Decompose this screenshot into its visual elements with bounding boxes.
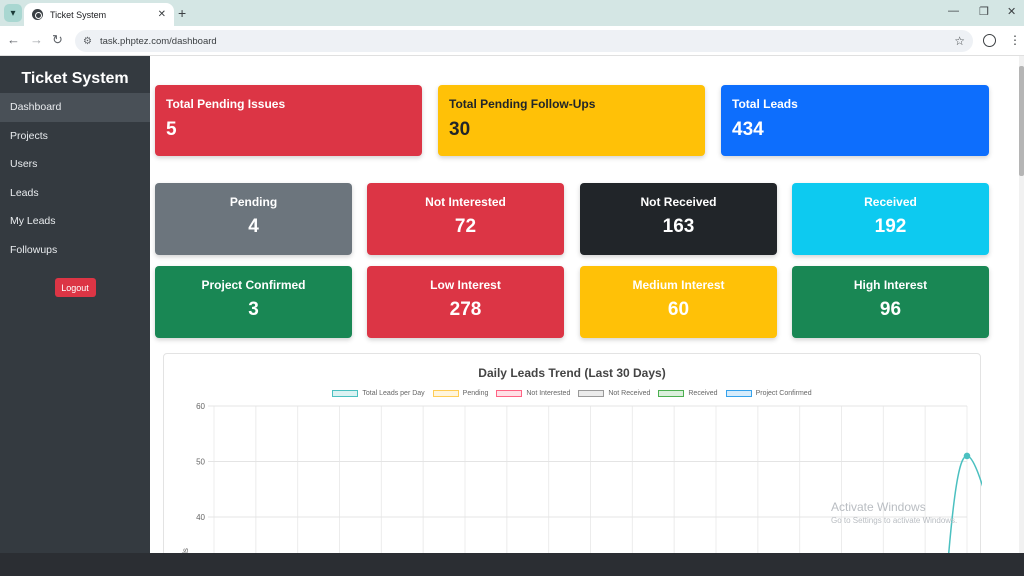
card-label: Medium Interest — [632, 278, 725, 292]
legend-item-received[interactable]: Received — [658, 390, 718, 397]
card-value: 192 — [874, 216, 907, 237]
legend-swatch — [658, 390, 685, 397]
browser-menu-icon[interactable]: ⋮ — [1009, 33, 1021, 47]
legend-item-project-confirmed[interactable]: Project Confirmed — [725, 390, 812, 397]
card-label: Pending — [229, 195, 278, 209]
card-value: 3 — [248, 299, 259, 320]
chart-title: Daily Leads Trend (Last 30 Days) — [478, 366, 666, 380]
legend-label: Project Confirmed — [755, 390, 812, 397]
watermark-line-2: Go to Settings to activate Windows. — [831, 516, 958, 525]
chart-legend: Total Leads per Day Pending Not Interest… — [164, 390, 980, 397]
brand-title: Ticket System — [21, 70, 129, 87]
minimize-icon[interactable]: — — [948, 5, 959, 17]
legend-swatch — [578, 390, 605, 397]
card-value: 278 — [449, 299, 482, 320]
legend-item-pending[interactable]: Pending — [432, 390, 489, 397]
card-value: 4 — [248, 216, 259, 237]
bookmark-star-icon[interactable]: ☆ — [954, 34, 965, 48]
card-label: Total Leads — [732, 97, 798, 111]
card-label: High Interest — [853, 278, 928, 292]
site-info-icon[interactable]: ⚙ — [83, 35, 92, 47]
page-scrollbar[interactable] — [1019, 56, 1024, 553]
sidebar-item-my-leads[interactable]: My Leads — [10, 215, 56, 228]
scrollbar-thumb[interactable] — [1019, 66, 1024, 176]
sidebar-menu: Dashboard Projects Users Leads My Leads … — [0, 93, 150, 264]
sidebar-item-users[interactable]: Users — [10, 158, 38, 171]
sidebar-item-projects[interactable]: Projects — [10, 129, 48, 142]
globe-icon — [32, 9, 43, 20]
card-label: Low Interest — [430, 278, 501, 292]
close-window-icon[interactable]: ✕ — [1007, 6, 1017, 18]
legend-swatch — [725, 390, 752, 397]
line-chart-plot: 60 50 40 Leads — [181, 402, 982, 553]
card-label: Total Pending Follow-Ups — [449, 97, 596, 111]
card-label: Received — [864, 195, 917, 209]
card-label: Total Pending Issues — [166, 97, 286, 111]
card-value: 72 — [454, 216, 477, 237]
browser-tab-bar: ▾ Ticket System ✕ + — ❐ ✕ — [0, 0, 1024, 26]
legend-label: Not Received — [608, 390, 651, 397]
card-value: 96 — [879, 299, 902, 320]
card-low-interest[interactable]: Low Interest 278 — [367, 266, 564, 338]
card-value: 163 — [662, 216, 695, 237]
card-not-received[interactable]: Not Received 163 — [580, 183, 777, 255]
card-total-leads[interactable]: Total Leads 434 — [721, 85, 989, 156]
card-not-interested[interactable]: Not Interested 72 — [367, 183, 564, 255]
card-value: 30 — [449, 119, 471, 140]
legend-swatch — [496, 390, 523, 397]
browser-tab[interactable]: Ticket System ✕ — [24, 3, 174, 26]
taskbar — [0, 553, 1024, 576]
legend-swatch — [332, 390, 359, 397]
browser-toolbar: ← → ↻ ⚙ task.phptez.com/dashboard ☆ ⋮ — [0, 26, 1024, 56]
legend-label: Pending — [462, 390, 489, 397]
legend-item-not-received[interactable]: Not Received — [578, 390, 650, 397]
sidebar-item-followups[interactable]: Followups — [10, 243, 58, 256]
card-project-confirmed[interactable]: Project Confirmed 3 — [155, 266, 352, 338]
reload-icon[interactable]: ↻ — [52, 32, 63, 47]
y-tick-label: 50 — [196, 458, 205, 467]
legend-item-total-leads[interactable]: Total Leads per Day — [332, 390, 425, 397]
profile-icon[interactable] — [983, 34, 996, 47]
sidebar-item-dashboard[interactable]: Dashboard — [0, 93, 150, 122]
tab-list-chevron-icon[interactable]: ▾ — [4, 4, 22, 22]
main-content: Total Pending Issues 5 Total Pending Fol… — [150, 56, 1019, 553]
card-total-pending-issues[interactable]: Total Pending Issues 5 — [155, 85, 422, 156]
legend-item-not-interested[interactable]: Not Interested — [496, 390, 570, 397]
sidebar: Ticket System Dashboard Projects Users L… — [0, 56, 150, 553]
legend-label: Received — [688, 390, 718, 397]
card-label: Not Interested — [425, 195, 506, 209]
url-text[interactable]: task.phptez.com/dashboard — [99, 35, 217, 47]
card-value: 434 — [732, 119, 764, 140]
sidebar-item-leads[interactable]: Leads — [10, 186, 39, 199]
card-label: Not Received — [640, 195, 717, 209]
back-arrow-icon[interactable]: ← — [7, 32, 20, 47]
forward-arrow-icon[interactable]: → — [30, 32, 43, 47]
daily-leads-chart-card: Daily Leads Trend (Last 30 Days) Total L… — [163, 353, 982, 553]
close-tab-icon[interactable]: ✕ — [157, 9, 166, 20]
card-value: 60 — [667, 299, 690, 320]
address-bar[interactable]: ⚙ task.phptez.com/dashboard ☆ — [75, 30, 973, 52]
y-axis-label: Leads — [181, 548, 190, 553]
card-received[interactable]: Received 192 — [792, 183, 989, 255]
watermark-line-1: Activate Windows — [831, 500, 926, 514]
new-tab-plus-icon[interactable]: + — [178, 5, 187, 21]
card-pending[interactable]: Pending 4 — [155, 183, 352, 255]
card-medium-interest[interactable]: Medium Interest 60 — [580, 266, 777, 338]
card-value: 5 — [166, 119, 177, 140]
tab-title: Ticket System — [50, 9, 107, 20]
legend-swatch — [432, 390, 459, 397]
card-label: Project Confirmed — [201, 278, 306, 292]
card-total-pending-follow-ups[interactable]: Total Pending Follow-Ups 30 — [438, 85, 705, 156]
legend-label: Not Interested — [526, 390, 571, 397]
data-point — [963, 452, 971, 460]
logout-button[interactable]: Logout — [54, 278, 96, 297]
restore-icon[interactable]: ❐ — [979, 6, 989, 18]
y-tick-label: 60 — [196, 402, 205, 411]
activate-windows-watermark: Activate Windows Go to Settings to activ… — [831, 500, 957, 525]
card-high-interest[interactable]: High Interest 96 — [792, 266, 989, 338]
y-tick-label: 40 — [196, 513, 205, 522]
legend-label: Total Leads per Day — [362, 390, 425, 397]
